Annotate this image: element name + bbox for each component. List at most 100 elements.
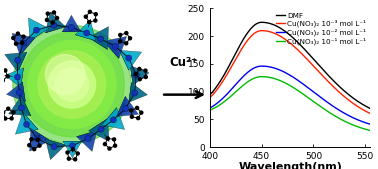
Circle shape <box>1 79 5 82</box>
Circle shape <box>130 115 133 118</box>
Circle shape <box>110 117 116 123</box>
Circle shape <box>16 89 22 95</box>
Circle shape <box>34 136 40 142</box>
Cu(NO₃)₂ 10⁻³ mol L⁻¹ <box>368 113 373 115</box>
Circle shape <box>98 126 104 132</box>
Circle shape <box>88 10 91 13</box>
Circle shape <box>20 32 124 137</box>
Polygon shape <box>15 112 38 134</box>
Cu(NO₃)₂ 10⁻¹ mol L⁻¹ <box>280 81 285 83</box>
Circle shape <box>68 24 74 30</box>
Circle shape <box>51 21 54 24</box>
Cu(NO₃)₂ 10⁻¹ mol L⁻¹ <box>368 129 373 131</box>
Circle shape <box>74 158 77 161</box>
Polygon shape <box>15 68 23 88</box>
Cu(NO₃)₂ 10⁻² mol L⁻¹ <box>236 81 240 83</box>
Circle shape <box>94 19 97 22</box>
Circle shape <box>22 35 25 38</box>
DMF <box>249 27 253 29</box>
Cu(NO₃)₂ 10⁻³ mol L⁻¹ <box>208 97 212 99</box>
Polygon shape <box>17 82 25 102</box>
Polygon shape <box>104 37 127 58</box>
Line: Cu(NO₃)₂ 10⁻³ mol L⁻¹: Cu(NO₃)₂ 10⁻³ mol L⁻¹ <box>210 31 370 114</box>
Polygon shape <box>62 25 81 32</box>
Cu(NO₃)₂ 10⁻¹ mol L⁻¹ <box>249 79 253 81</box>
Polygon shape <box>88 37 107 50</box>
Circle shape <box>53 11 56 14</box>
Cu(NO₃)₂ 10⁻³ mol L⁻¹ <box>315 69 320 71</box>
Circle shape <box>12 37 15 40</box>
Polygon shape <box>104 41 119 58</box>
Polygon shape <box>63 141 82 148</box>
Circle shape <box>21 41 24 44</box>
DMF <box>259 21 264 23</box>
Polygon shape <box>75 31 95 41</box>
Circle shape <box>112 43 118 49</box>
Circle shape <box>108 147 111 150</box>
Polygon shape <box>6 82 25 102</box>
X-axis label: Wavelength(nm): Wavelength(nm) <box>238 162 342 169</box>
Circle shape <box>119 33 122 37</box>
Circle shape <box>38 144 41 147</box>
Cu(NO₃)₂ 10⁻² mol L⁻¹ <box>259 65 264 67</box>
Cu(NO₃)₂ 10⁻³ mol L⁻¹ <box>329 83 333 85</box>
Circle shape <box>129 37 132 40</box>
Polygon shape <box>130 66 139 85</box>
Polygon shape <box>30 28 49 41</box>
Circle shape <box>88 21 91 24</box>
Cu(NO₃)₂ 10⁻¹ mol L⁻¹ <box>208 109 212 111</box>
Circle shape <box>6 75 9 78</box>
Circle shape <box>36 138 39 141</box>
Circle shape <box>51 144 57 150</box>
Circle shape <box>33 148 36 151</box>
Cu(NO₃)₂ 10⁻³ mol L⁻¹ <box>236 54 240 56</box>
Circle shape <box>28 144 31 147</box>
Polygon shape <box>5 52 27 72</box>
Circle shape <box>51 22 57 28</box>
Circle shape <box>85 135 91 141</box>
Circle shape <box>132 90 138 96</box>
Polygon shape <box>12 33 35 55</box>
Polygon shape <box>89 118 108 131</box>
Circle shape <box>94 13 97 16</box>
DMF <box>368 108 373 110</box>
Circle shape <box>71 148 74 151</box>
DMF <box>329 77 333 79</box>
Circle shape <box>144 69 147 72</box>
Polygon shape <box>130 66 149 85</box>
Circle shape <box>30 138 33 141</box>
Polygon shape <box>102 108 117 125</box>
DMF <box>208 94 212 96</box>
Circle shape <box>84 15 87 18</box>
Line: Cu(NO₃)₂ 10⁻¹ mol L⁻¹: Cu(NO₃)₂ 10⁻¹ mol L⁻¹ <box>210 77 370 130</box>
Polygon shape <box>5 68 23 88</box>
Circle shape <box>13 25 131 144</box>
Polygon shape <box>129 83 147 102</box>
DMF <box>315 62 320 64</box>
Polygon shape <box>19 96 31 116</box>
DMF <box>280 29 285 31</box>
Polygon shape <box>45 12 65 33</box>
Circle shape <box>119 40 122 43</box>
Circle shape <box>76 152 79 155</box>
Polygon shape <box>45 23 65 33</box>
Circle shape <box>106 137 109 140</box>
Cu(NO₃)₂ 10⁻³ mol L⁻¹ <box>249 35 253 37</box>
Cu(NO₃)₂ 10⁻² mol L⁻¹ <box>280 70 285 72</box>
Polygon shape <box>15 52 27 72</box>
Polygon shape <box>89 118 109 141</box>
Circle shape <box>138 67 141 70</box>
Polygon shape <box>30 128 50 151</box>
Circle shape <box>133 72 139 78</box>
Polygon shape <box>77 131 97 141</box>
Circle shape <box>113 138 116 141</box>
Cu(NO₃)₂ 10⁻¹ mol L⁻¹ <box>329 113 333 115</box>
Cu(NO₃)₂ 10⁻² mol L⁻¹ <box>249 69 253 71</box>
Circle shape <box>136 106 139 109</box>
Circle shape <box>134 73 137 76</box>
Circle shape <box>0 3 153 166</box>
Polygon shape <box>88 27 108 50</box>
Circle shape <box>20 40 26 46</box>
Polygon shape <box>119 50 131 70</box>
DMF <box>302 49 307 51</box>
